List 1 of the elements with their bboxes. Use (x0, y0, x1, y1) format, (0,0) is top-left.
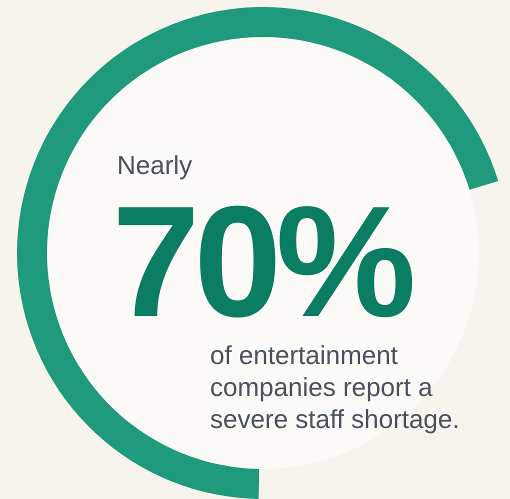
text: of entertainment companies report a severe staff shortage. (210, 340, 460, 434)
